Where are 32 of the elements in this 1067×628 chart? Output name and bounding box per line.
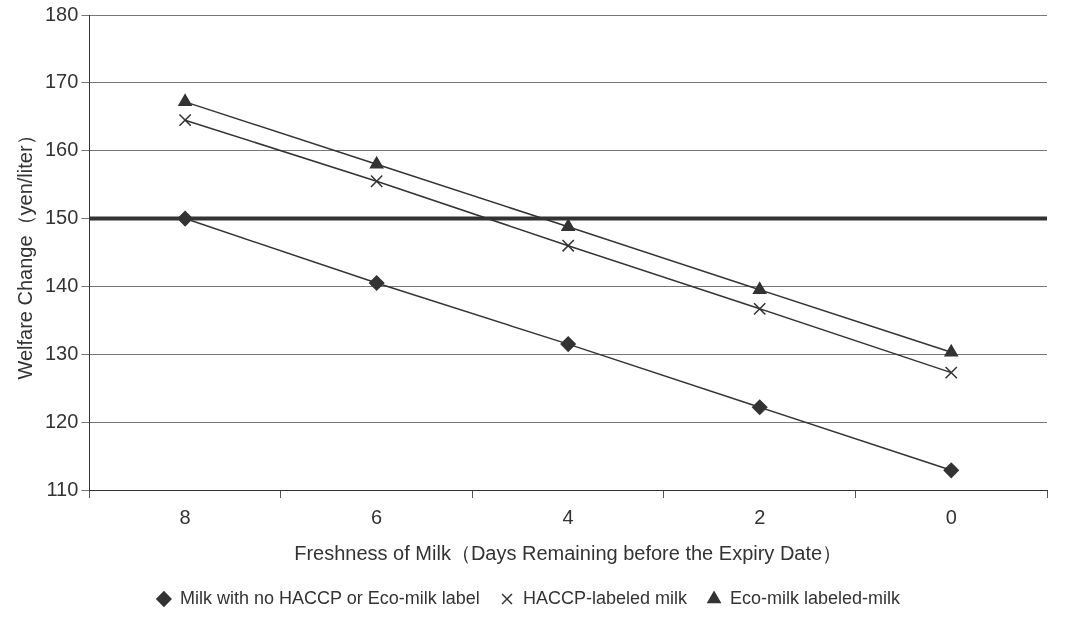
- point: [178, 113, 192, 127]
- x-tick-label: 2: [754, 505, 766, 528]
- point: [943, 462, 959, 479]
- y-tick-label: 160: [44, 138, 79, 161]
- point: [369, 156, 384, 169]
- y-tick-label: 130: [44, 341, 79, 364]
- y-tick-label: 170: [44, 70, 79, 93]
- x-tick-label: 0: [945, 505, 957, 528]
- point: [370, 174, 384, 188]
- y-tick-label: 120: [44, 409, 79, 432]
- point: [753, 302, 767, 316]
- point: [752, 282, 767, 295]
- y-axis-title: Welfare Change（yen/liter）: [13, 125, 36, 380]
- y-tick-label: 180: [44, 2, 79, 25]
- legend-label: Eco-milk labeled-milk: [730, 587, 902, 608]
- point: [561, 218, 575, 231]
- point: [944, 366, 958, 380]
- legend-label: Milk with no HACCP or Eco-milk label: [179, 587, 480, 608]
- x-tick-label: 8: [179, 505, 191, 528]
- point: [944, 344, 959, 357]
- y-tick-label: 140: [44, 273, 79, 296]
- point: [368, 275, 385, 291]
- point: [751, 399, 768, 415]
- y-tick-label: 150: [44, 206, 79, 229]
- x-tick-label: 6: [371, 505, 383, 528]
- legend-label: HACCP-labeled milk: [522, 587, 689, 608]
- x-tick-label: 4: [562, 505, 574, 528]
- x-axis-title: Freshness of Milk（Days Remaining before the Expiry Date）: [294, 541, 843, 564]
- point: [560, 336, 576, 352]
- point: [561, 239, 575, 253]
- point: [178, 94, 192, 107]
- y-tick-label: 110: [46, 477, 79, 500]
